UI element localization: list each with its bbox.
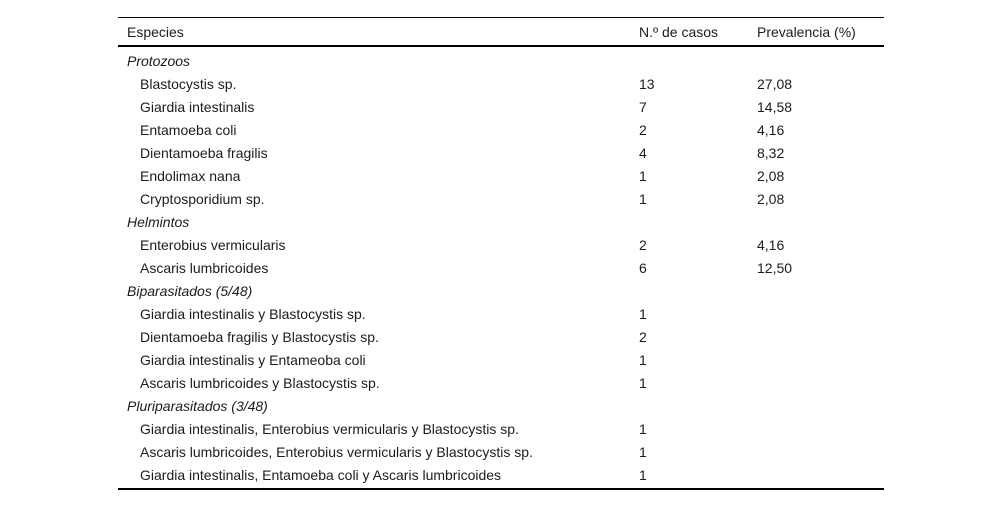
table-row: Cryptosporidium sp. 1 2,08 <box>118 188 884 211</box>
species-cell: Dientamoeba fragilis <box>140 145 268 161</box>
prevalence-cell <box>757 372 884 395</box>
prevalence-cell: 8,32 <box>757 145 785 161</box>
table-row: Entamoeba coli 2 4,16 <box>118 119 884 142</box>
prevalence-cell <box>757 349 884 372</box>
prevalence-cell: 2,08 <box>757 191 785 207</box>
species-cell: Cryptosporidium sp. <box>140 191 265 207</box>
species-cell: Giardia intestinalis, Entamoeba coli y A… <box>140 467 502 483</box>
column-header-casos: N.º de casos <box>639 23 719 40</box>
table-rule-top <box>118 17 884 18</box>
cases-cell: 13 <box>639 76 655 92</box>
species-cell: Giardia intestinalis y Entameoba coli <box>140 352 366 368</box>
section-label: Protozoos <box>127 53 191 69</box>
section-label: Pluriparasitados (3/48) <box>127 398 268 414</box>
table-row: Giardia intestinalis y Blastocystis sp. … <box>118 303 884 326</box>
cases-cell: 6 <box>639 260 647 276</box>
table-body: Protozoos Blastocystis sp. 13 27,08 Giar… <box>118 47 884 488</box>
cases-cell: 2 <box>639 329 647 345</box>
prevalence-table: Especies N.º de casos Prevalencia (%) Pr… <box>118 17 884 490</box>
species-cell: Dientamoeba fragilis y Blastocystis sp. <box>140 329 379 345</box>
cases-cell: 1 <box>639 467 647 483</box>
species-cell: Blastocystis sp. <box>140 76 237 92</box>
species-cell: Ascaris lumbricoides <box>140 260 269 276</box>
table-row: Giardia intestinalis, Enterobius vermicu… <box>118 418 884 441</box>
species-cell: Endolimax nana <box>140 168 241 184</box>
cases-cell: 7 <box>639 99 647 115</box>
section-label: Helmintos <box>127 214 190 230</box>
table-rule-bottom <box>118 488 884 490</box>
table-row: Giardia intestinalis 7 14,58 <box>118 96 884 119</box>
table-row: Ascaris lumbricoides, Enterobius vermicu… <box>118 441 884 464</box>
prevalence-cell <box>757 418 884 441</box>
cases-cell: 2 <box>639 237 647 253</box>
table-row: Giardia intestinalis, Entamoeba coli y A… <box>118 464 884 487</box>
table-row: Endolimax nana 1 2,08 <box>118 165 884 188</box>
cases-cell: 1 <box>639 168 647 184</box>
table-row: Dientamoeba fragilis y Blastocystis sp. … <box>118 326 884 349</box>
table-rule-header-bottom <box>118 45 884 47</box>
species-cell: Enterobius vermicularis <box>140 237 286 253</box>
cases-cell: 1 <box>639 191 647 207</box>
species-cell: Giardia intestinalis, Enterobius vermicu… <box>140 421 519 437</box>
table-row: Ascaris lumbricoides 6 12,50 <box>118 257 884 280</box>
section-row-pluriparasitados: Pluriparasitados (3/48) <box>118 395 884 418</box>
section-row-helmintos: Helmintos <box>118 211 884 234</box>
cases-cell: 1 <box>639 421 647 437</box>
table-row: Blastocystis sp. 13 27,08 <box>118 73 884 96</box>
cases-cell: 1 <box>639 306 647 322</box>
cases-cell: 1 <box>639 444 647 460</box>
prevalence-cell: 4,16 <box>757 237 785 253</box>
prevalence-cell: 4,16 <box>757 122 785 138</box>
species-cell: Giardia intestinalis y Blastocystis sp. <box>140 306 366 322</box>
prevalence-cell: 14,58 <box>757 99 793 115</box>
prevalence-cell <box>757 303 884 326</box>
section-row-biparasitados: Biparasitados (5/48) <box>118 280 884 303</box>
prevalence-cell: 12,50 <box>757 260 793 276</box>
species-cell: Ascaris lumbricoides y Blastocystis sp. <box>140 375 380 391</box>
table-header-row: Especies N.º de casos Prevalencia (%) <box>118 18 884 45</box>
section-label: Biparasitados (5/48) <box>127 283 253 299</box>
cases-cell: 4 <box>639 145 647 161</box>
table-row: Ascaris lumbricoides y Blastocystis sp. … <box>118 372 884 395</box>
prevalence-cell <box>757 441 884 464</box>
table-row: Giardia intestinalis y Entameoba coli 1 <box>118 349 884 372</box>
species-cell: Giardia intestinalis <box>140 99 255 115</box>
section-row-protozoos: Protozoos <box>118 50 884 73</box>
prevalence-cell <box>757 326 884 349</box>
table-row: Enterobius vermicularis 2 4,16 <box>118 234 884 257</box>
cases-cell: 1 <box>639 352 647 368</box>
column-header-prevalencia: Prevalencia (%) <box>757 23 856 40</box>
cases-cell: 1 <box>639 375 647 391</box>
column-header-especies: Especies <box>127 23 184 40</box>
table-row: Dientamoeba fragilis 4 8,32 <box>118 142 884 165</box>
prevalence-cell <box>757 464 884 487</box>
prevalence-cell: 27,08 <box>757 76 793 92</box>
prevalence-cell: 2,08 <box>757 168 785 184</box>
cases-cell: 2 <box>639 122 647 138</box>
species-cell: Entamoeba coli <box>140 122 237 138</box>
species-cell: Ascaris lumbricoides, Enterobius vermicu… <box>140 444 533 460</box>
